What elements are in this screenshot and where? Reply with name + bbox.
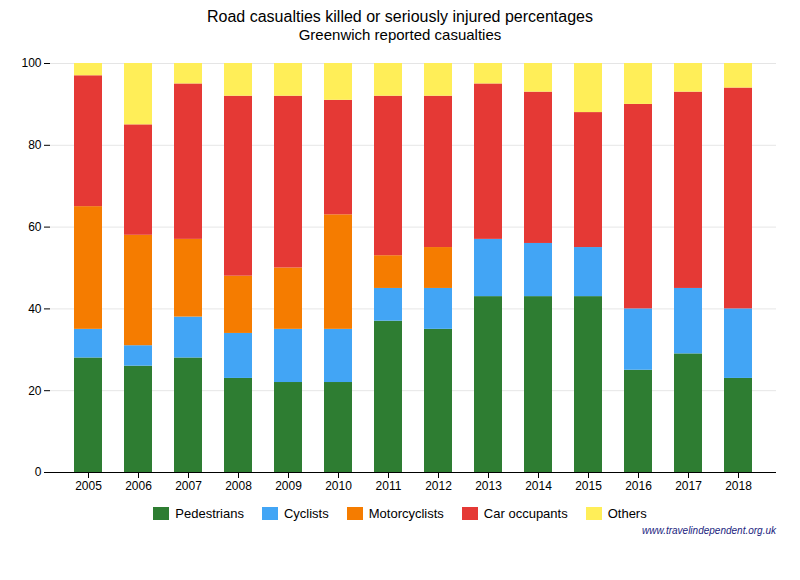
html-text:Others: Others: [607, 506, 647, 521]
svg-text:40: 40: [28, 302, 42, 316]
svg-text:2014: 2014: [525, 479, 552, 493]
svg-text:2013: 2013: [475, 479, 502, 493]
html-text:Road casualties killed or seri: Road casualties killed or seriously inju…: [207, 8, 593, 25]
svg-text:2017: 2017: [675, 479, 702, 493]
svg-text:2008: 2008: [225, 479, 252, 493]
svg-text:2012: 2012: [425, 479, 452, 493]
html-text:www.travelindependent.org.uk: www.travelindependent.org.uk: [642, 525, 776, 536]
svg-text:20: 20: [28, 384, 42, 398]
html-text:Car occupants: Car occupants: [483, 506, 568, 521]
svg-text:2015: 2015: [575, 479, 602, 493]
html-text:Motorcyclists: Motorcyclists: [368, 506, 444, 521]
svg-text:2016: 2016: [625, 479, 652, 493]
svg-text:2007: 2007: [175, 479, 202, 493]
svg-text:2009: 2009: [275, 479, 302, 493]
html-text:Pedestrians: Pedestrians: [175, 506, 244, 521]
svg-text:100: 100: [21, 56, 41, 70]
html-text:Greenwich reported casualties: Greenwich reported casualties: [298, 26, 502, 43]
svg-text:2005: 2005: [75, 479, 102, 493]
svg-text:60: 60: [28, 220, 42, 234]
svg-text:80: 80: [28, 138, 42, 152]
svg-text:0: 0: [35, 465, 42, 479]
svg-text:2018: 2018: [725, 479, 752, 493]
html-text:Cyclists: Cyclists: [284, 506, 329, 521]
svg-text:2006: 2006: [125, 479, 152, 493]
svg-text:2010: 2010: [325, 479, 352, 493]
svg-text:2011: 2011: [376, 479, 402, 493]
